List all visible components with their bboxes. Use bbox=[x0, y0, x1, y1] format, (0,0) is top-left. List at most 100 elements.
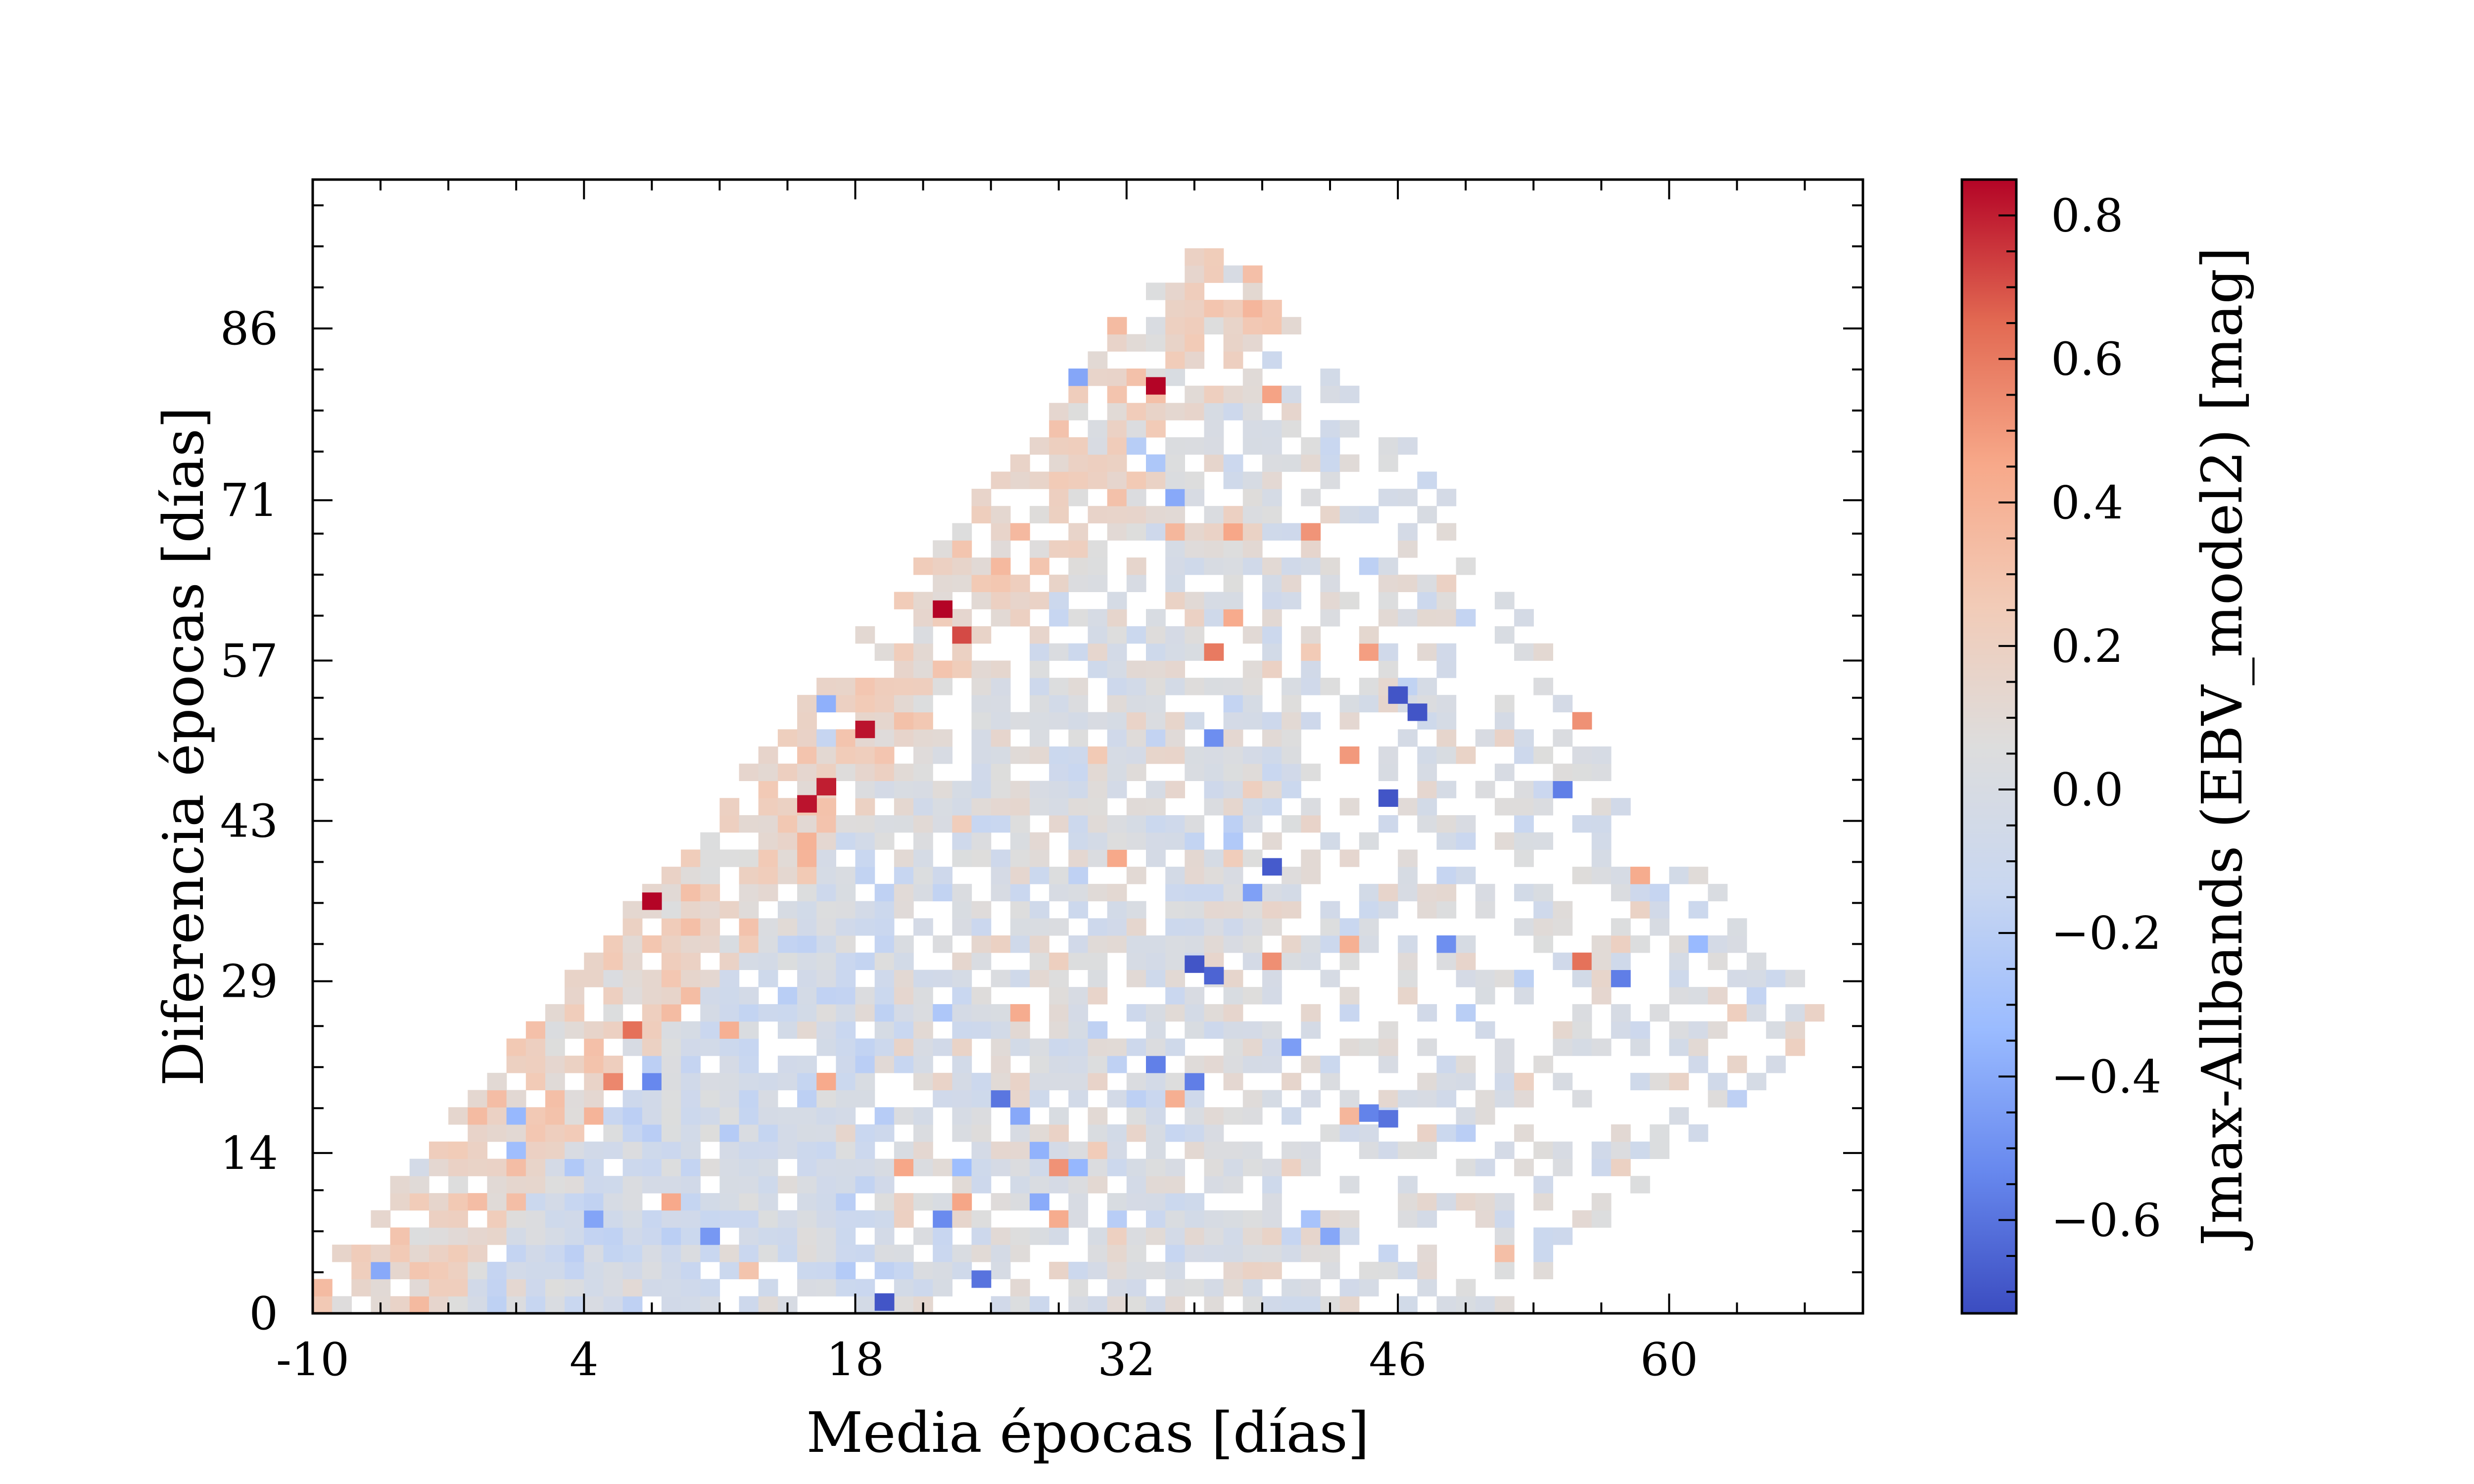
heatmap-cell bbox=[1010, 523, 1030, 541]
heatmap-cell bbox=[1010, 935, 1030, 953]
heatmap-cell bbox=[816, 901, 836, 919]
heatmap-cell bbox=[1165, 369, 1185, 386]
heatmap-cell bbox=[1262, 763, 1282, 781]
heatmap-cell bbox=[971, 506, 992, 524]
heatmap-cell bbox=[1456, 1072, 1476, 1091]
heatmap-cell bbox=[991, 1141, 1011, 1159]
heatmap-cell bbox=[1591, 935, 1612, 953]
heatmap-cell bbox=[855, 1038, 875, 1056]
heatmap-cell bbox=[1301, 523, 1321, 541]
heatmap-cell bbox=[855, 952, 875, 970]
heatmap-cell bbox=[1146, 1296, 1166, 1314]
heatmap-cell bbox=[1107, 385, 1127, 403]
heatmap-cell bbox=[855, 849, 875, 867]
heatmap-cell bbox=[1126, 763, 1146, 781]
heatmap-cell bbox=[739, 952, 759, 970]
heatmap-cell bbox=[487, 1124, 507, 1142]
heatmap-cell bbox=[1262, 609, 1282, 627]
heatmap-cell bbox=[1669, 867, 1689, 884]
heatmap-cell bbox=[1049, 1159, 1069, 1176]
heatmap-cell bbox=[661, 1176, 681, 1194]
heatmap-cell bbox=[1068, 1021, 1089, 1039]
heatmap-cell bbox=[971, 1072, 992, 1091]
y-tick-label: 57 bbox=[220, 634, 278, 687]
heatmap-cell bbox=[487, 1193, 507, 1211]
heatmap-cell bbox=[874, 832, 895, 850]
heatmap-cell bbox=[1611, 1021, 1631, 1039]
heatmap-cell bbox=[1185, 351, 1205, 369]
heatmap-cell bbox=[971, 918, 992, 936]
heatmap-cell bbox=[913, 592, 933, 609]
heatmap-cell bbox=[1204, 1056, 1224, 1073]
heatmap-cell-highlight bbox=[1378, 1110, 1398, 1128]
heatmap-cell bbox=[429, 1210, 449, 1228]
heatmap-cell bbox=[700, 1193, 720, 1211]
heatmap-cell bbox=[565, 1296, 584, 1314]
heatmap-cell bbox=[777, 901, 798, 919]
heatmap-cell bbox=[409, 1176, 429, 1194]
heatmap-cell bbox=[1165, 523, 1185, 541]
heatmap-cell bbox=[409, 1261, 429, 1280]
heatmap-cell bbox=[1747, 987, 1766, 1005]
heatmap-cell bbox=[584, 1193, 604, 1211]
heatmap-cell bbox=[565, 1124, 584, 1142]
heatmap-cell bbox=[545, 1279, 565, 1297]
heatmap-cell bbox=[1088, 1261, 1108, 1280]
heatmap-cell bbox=[681, 1021, 701, 1039]
heatmap-cell bbox=[1223, 815, 1243, 833]
heatmap-cell bbox=[1785, 970, 1806, 987]
heatmap-cell bbox=[1185, 1193, 1205, 1211]
y-tick-label: 29 bbox=[220, 955, 278, 1008]
heatmap-cell bbox=[1049, 506, 1069, 524]
heatmap-cell bbox=[1456, 1004, 1476, 1022]
heatmap-cell bbox=[1282, 403, 1301, 420]
heatmap-cell bbox=[1282, 1159, 1301, 1176]
heatmap-cell bbox=[1417, 592, 1437, 609]
heatmap-cell bbox=[1398, 574, 1418, 592]
heatmap-cell bbox=[1475, 729, 1495, 747]
heatmap-cell bbox=[1030, 1296, 1049, 1314]
heatmap-cell bbox=[894, 592, 914, 609]
heatmap-cell bbox=[1010, 471, 1030, 489]
heatmap-cell bbox=[1494, 1056, 1515, 1073]
heatmap-cell bbox=[836, 1141, 856, 1159]
heatmap-cell bbox=[1185, 557, 1205, 575]
heatmap-cell bbox=[1126, 918, 1146, 936]
colorbar-tick-label: 0.6 bbox=[2051, 333, 2123, 386]
heatmap-cell bbox=[739, 1296, 759, 1314]
heatmap-cell bbox=[1146, 746, 1166, 764]
heatmap-cell bbox=[1242, 918, 1263, 936]
heatmap-cell bbox=[952, 1210, 972, 1228]
heatmap-cell bbox=[952, 952, 972, 970]
heatmap-cell bbox=[1301, 935, 1321, 953]
heatmap-cell bbox=[1088, 815, 1108, 833]
heatmap-cell bbox=[1436, 832, 1457, 850]
heatmap-cell bbox=[1747, 970, 1766, 987]
heatmap-cell bbox=[836, 1038, 856, 1056]
heatmap-cell bbox=[1088, 1227, 1108, 1245]
heatmap-cell bbox=[1282, 1227, 1301, 1245]
heatmap-cell bbox=[952, 832, 972, 850]
heatmap-cell bbox=[1398, 1176, 1418, 1194]
heatmap-cell bbox=[855, 1056, 875, 1073]
heatmap-cell bbox=[1049, 1227, 1069, 1245]
heatmap-cell bbox=[777, 918, 798, 936]
heatmap-cell bbox=[971, 1107, 992, 1125]
heatmap-cell bbox=[1242, 712, 1263, 730]
heatmap-cell bbox=[1262, 1210, 1282, 1228]
heatmap-cell bbox=[1242, 1245, 1263, 1262]
heatmap-cell bbox=[855, 1279, 875, 1297]
heatmap-cell bbox=[758, 798, 778, 816]
heatmap-cell bbox=[1242, 300, 1263, 318]
heatmap-cell bbox=[991, 609, 1011, 627]
heatmap-cell bbox=[952, 1176, 972, 1194]
heatmap-cell bbox=[1378, 557, 1398, 575]
heatmap-cell bbox=[545, 1056, 565, 1073]
heatmap-cell bbox=[1185, 471, 1205, 489]
heatmap-cell bbox=[1049, 1261, 1069, 1280]
heatmap-cell bbox=[1010, 1107, 1030, 1125]
heatmap-cell bbox=[1591, 849, 1612, 867]
heatmap-cell bbox=[952, 1021, 972, 1039]
heatmap-cell bbox=[1262, 1296, 1282, 1314]
